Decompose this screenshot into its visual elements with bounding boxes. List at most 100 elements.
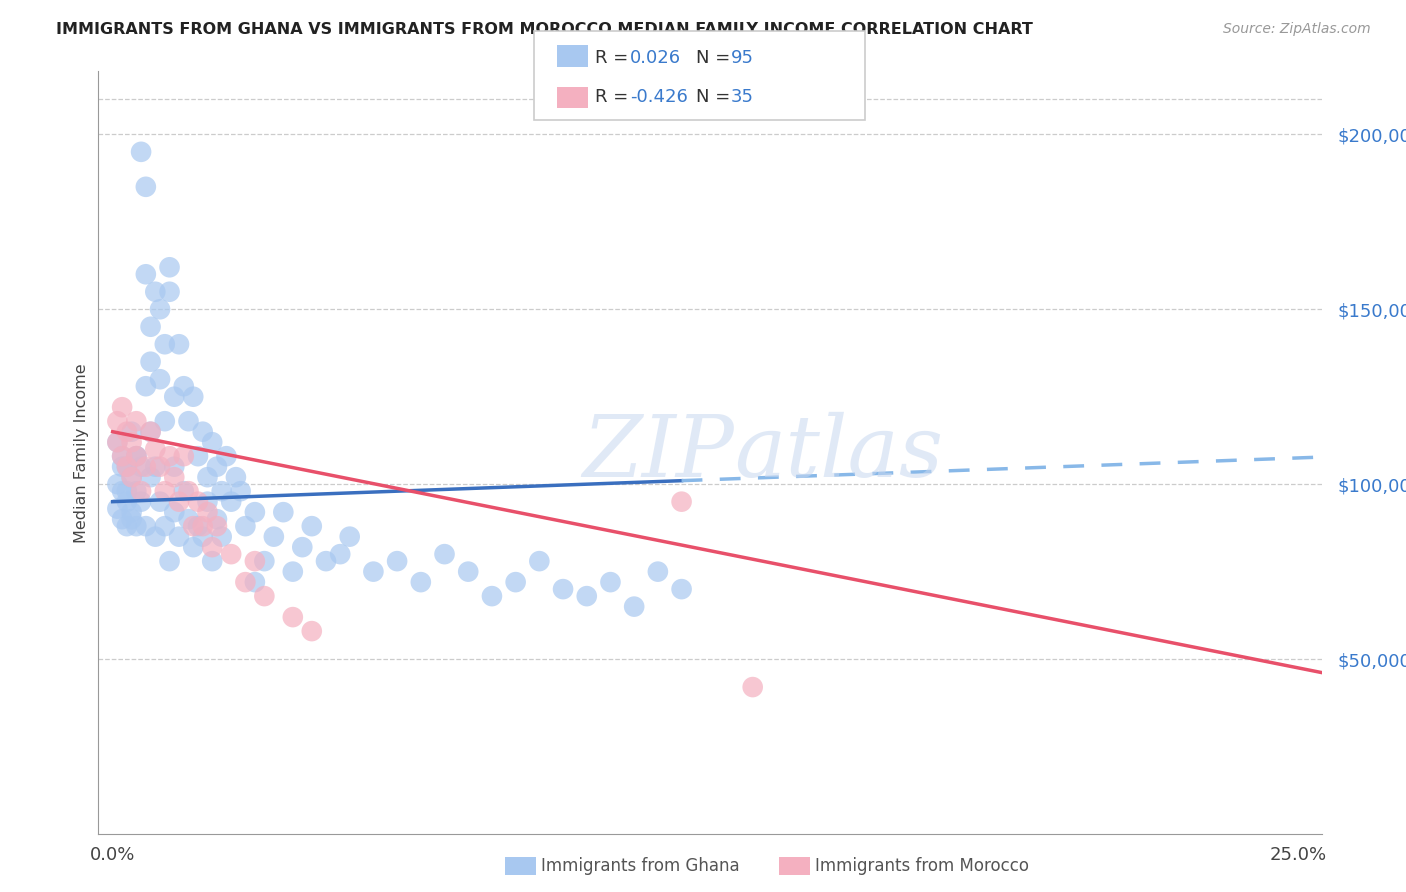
Text: R =: R = — [595, 88, 634, 106]
Point — [139, 470, 162, 484]
Point — [409, 575, 432, 590]
Point — [139, 355, 162, 369]
Point — [125, 449, 148, 463]
Point — [149, 372, 172, 386]
Point — [173, 484, 195, 499]
Text: IMMIGRANTS FROM GHANA VS IMMIGRANTS FROM MOROCCO MEDIAN FAMILY INCOME CORRELATIO: IMMIGRANTS FROM GHANA VS IMMIGRANTS FROM… — [56, 22, 1033, 37]
Text: 95: 95 — [731, 49, 754, 67]
Point — [143, 442, 166, 457]
Point — [105, 501, 128, 516]
Point — [205, 519, 228, 533]
Point — [111, 449, 134, 463]
Text: Immigrants from Morocco: Immigrants from Morocco — [815, 857, 1029, 875]
Point — [329, 547, 352, 561]
Point — [143, 459, 166, 474]
Point — [201, 554, 224, 568]
Point — [129, 145, 152, 159]
Point — [153, 337, 176, 351]
Point — [177, 512, 200, 526]
Point — [339, 530, 361, 544]
Point — [191, 425, 214, 439]
Text: N =: N = — [696, 49, 735, 67]
Point — [111, 459, 134, 474]
Point — [181, 390, 204, 404]
Point — [263, 530, 285, 544]
Point — [481, 589, 503, 603]
Point — [149, 494, 172, 508]
Point — [173, 379, 195, 393]
Text: -0.426: -0.426 — [630, 88, 688, 106]
Point — [111, 449, 134, 463]
Point — [111, 401, 134, 415]
Point — [187, 449, 209, 463]
Point — [135, 379, 157, 393]
Point — [115, 494, 138, 508]
Text: N =: N = — [696, 88, 735, 106]
Point — [125, 484, 148, 499]
Point — [187, 494, 209, 508]
Point — [315, 554, 337, 568]
Point — [235, 519, 257, 533]
Point — [125, 519, 148, 533]
Point — [505, 575, 527, 590]
Text: R =: R = — [595, 49, 634, 67]
Point — [301, 624, 323, 639]
Point — [115, 459, 138, 474]
Point — [153, 484, 176, 499]
Point — [671, 494, 693, 508]
Point — [191, 530, 214, 544]
Point — [159, 285, 181, 299]
Point — [115, 425, 138, 439]
Point — [167, 494, 190, 508]
Point — [253, 589, 276, 603]
Point — [177, 414, 200, 428]
Point — [159, 449, 181, 463]
Point — [115, 519, 138, 533]
Point — [647, 565, 669, 579]
Point — [187, 519, 209, 533]
Point — [273, 505, 295, 519]
Point — [159, 554, 181, 568]
Point — [149, 459, 172, 474]
Y-axis label: Median Family Income: Median Family Income — [75, 363, 89, 542]
Point — [741, 680, 763, 694]
Point — [197, 505, 219, 519]
Point — [243, 575, 266, 590]
Point — [105, 477, 128, 491]
Point — [215, 449, 238, 463]
Point — [129, 459, 152, 474]
Point — [125, 414, 148, 428]
Point — [143, 285, 166, 299]
Point — [135, 267, 157, 281]
Point — [211, 530, 233, 544]
Point — [135, 179, 157, 194]
Point — [153, 519, 176, 533]
Point — [167, 530, 190, 544]
Point — [181, 540, 204, 554]
Point — [121, 435, 143, 450]
Point — [105, 435, 128, 450]
Point — [201, 540, 224, 554]
Text: 0.026: 0.026 — [630, 49, 681, 67]
Point — [599, 575, 621, 590]
Point — [191, 519, 214, 533]
Point — [135, 459, 157, 474]
Point — [219, 494, 242, 508]
Text: 35: 35 — [731, 88, 754, 106]
Point — [201, 435, 224, 450]
Point — [121, 505, 143, 519]
Point — [163, 459, 186, 474]
Point — [173, 449, 195, 463]
Point — [243, 554, 266, 568]
Point — [229, 484, 252, 499]
Text: atlas: atlas — [734, 411, 943, 494]
Point — [125, 449, 148, 463]
Point — [167, 337, 190, 351]
Point — [129, 484, 152, 499]
Point — [671, 582, 693, 596]
Point — [197, 494, 219, 508]
Point — [385, 554, 408, 568]
Point — [177, 484, 200, 499]
Point — [205, 459, 228, 474]
Point — [575, 589, 598, 603]
